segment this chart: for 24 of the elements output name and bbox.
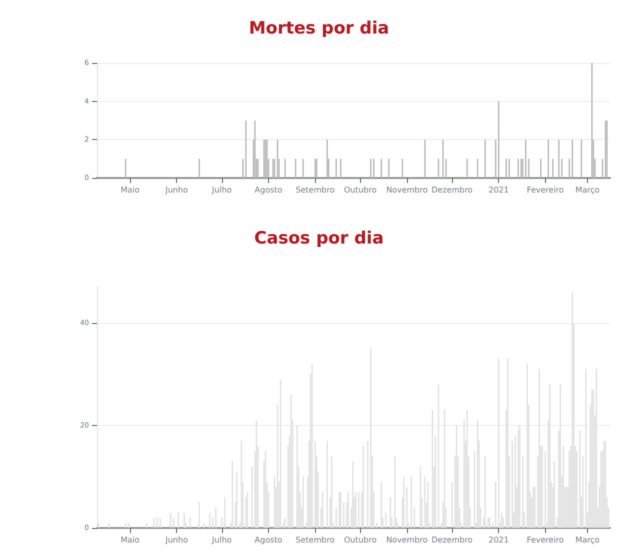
x-tick-label: Setembro <box>296 186 335 194</box>
x-tick-label: Fevereiro <box>526 536 564 544</box>
x-tick-label: Maio <box>120 186 140 194</box>
x-tick-label: Março <box>575 536 600 544</box>
x-tick-label: Agosto <box>254 186 282 194</box>
chart-title: Mortes por dia <box>248 18 390 38</box>
x-tick-label: Fevereiro <box>526 186 564 194</box>
x-tick-label: Junho <box>164 536 188 544</box>
chart-title: Casos por dia <box>254 228 384 248</box>
x-tick-label: Março <box>575 186 600 194</box>
x-tick-label: Julho <box>211 536 232 544</box>
x-tick-label: Agosto <box>254 536 282 544</box>
x-tick-label: 2021 <box>488 186 509 194</box>
x-tick-label: Novembro <box>386 536 428 544</box>
x-tick-label: 2021 <box>488 536 509 544</box>
x-tick-label: Dezembro <box>431 186 473 194</box>
x-tick-label: Maio <box>120 536 140 544</box>
x-tick-label: Novembro <box>386 186 428 194</box>
x-tick-label: Outubro <box>344 186 377 194</box>
x-tick-label: Dezembro <box>431 536 473 544</box>
x-tick-label: Outubro <box>344 536 377 544</box>
x-tick-label: Junho <box>164 186 188 194</box>
x-tick-label: Julho <box>211 186 232 194</box>
x-tick-label: Setembro <box>296 536 335 544</box>
